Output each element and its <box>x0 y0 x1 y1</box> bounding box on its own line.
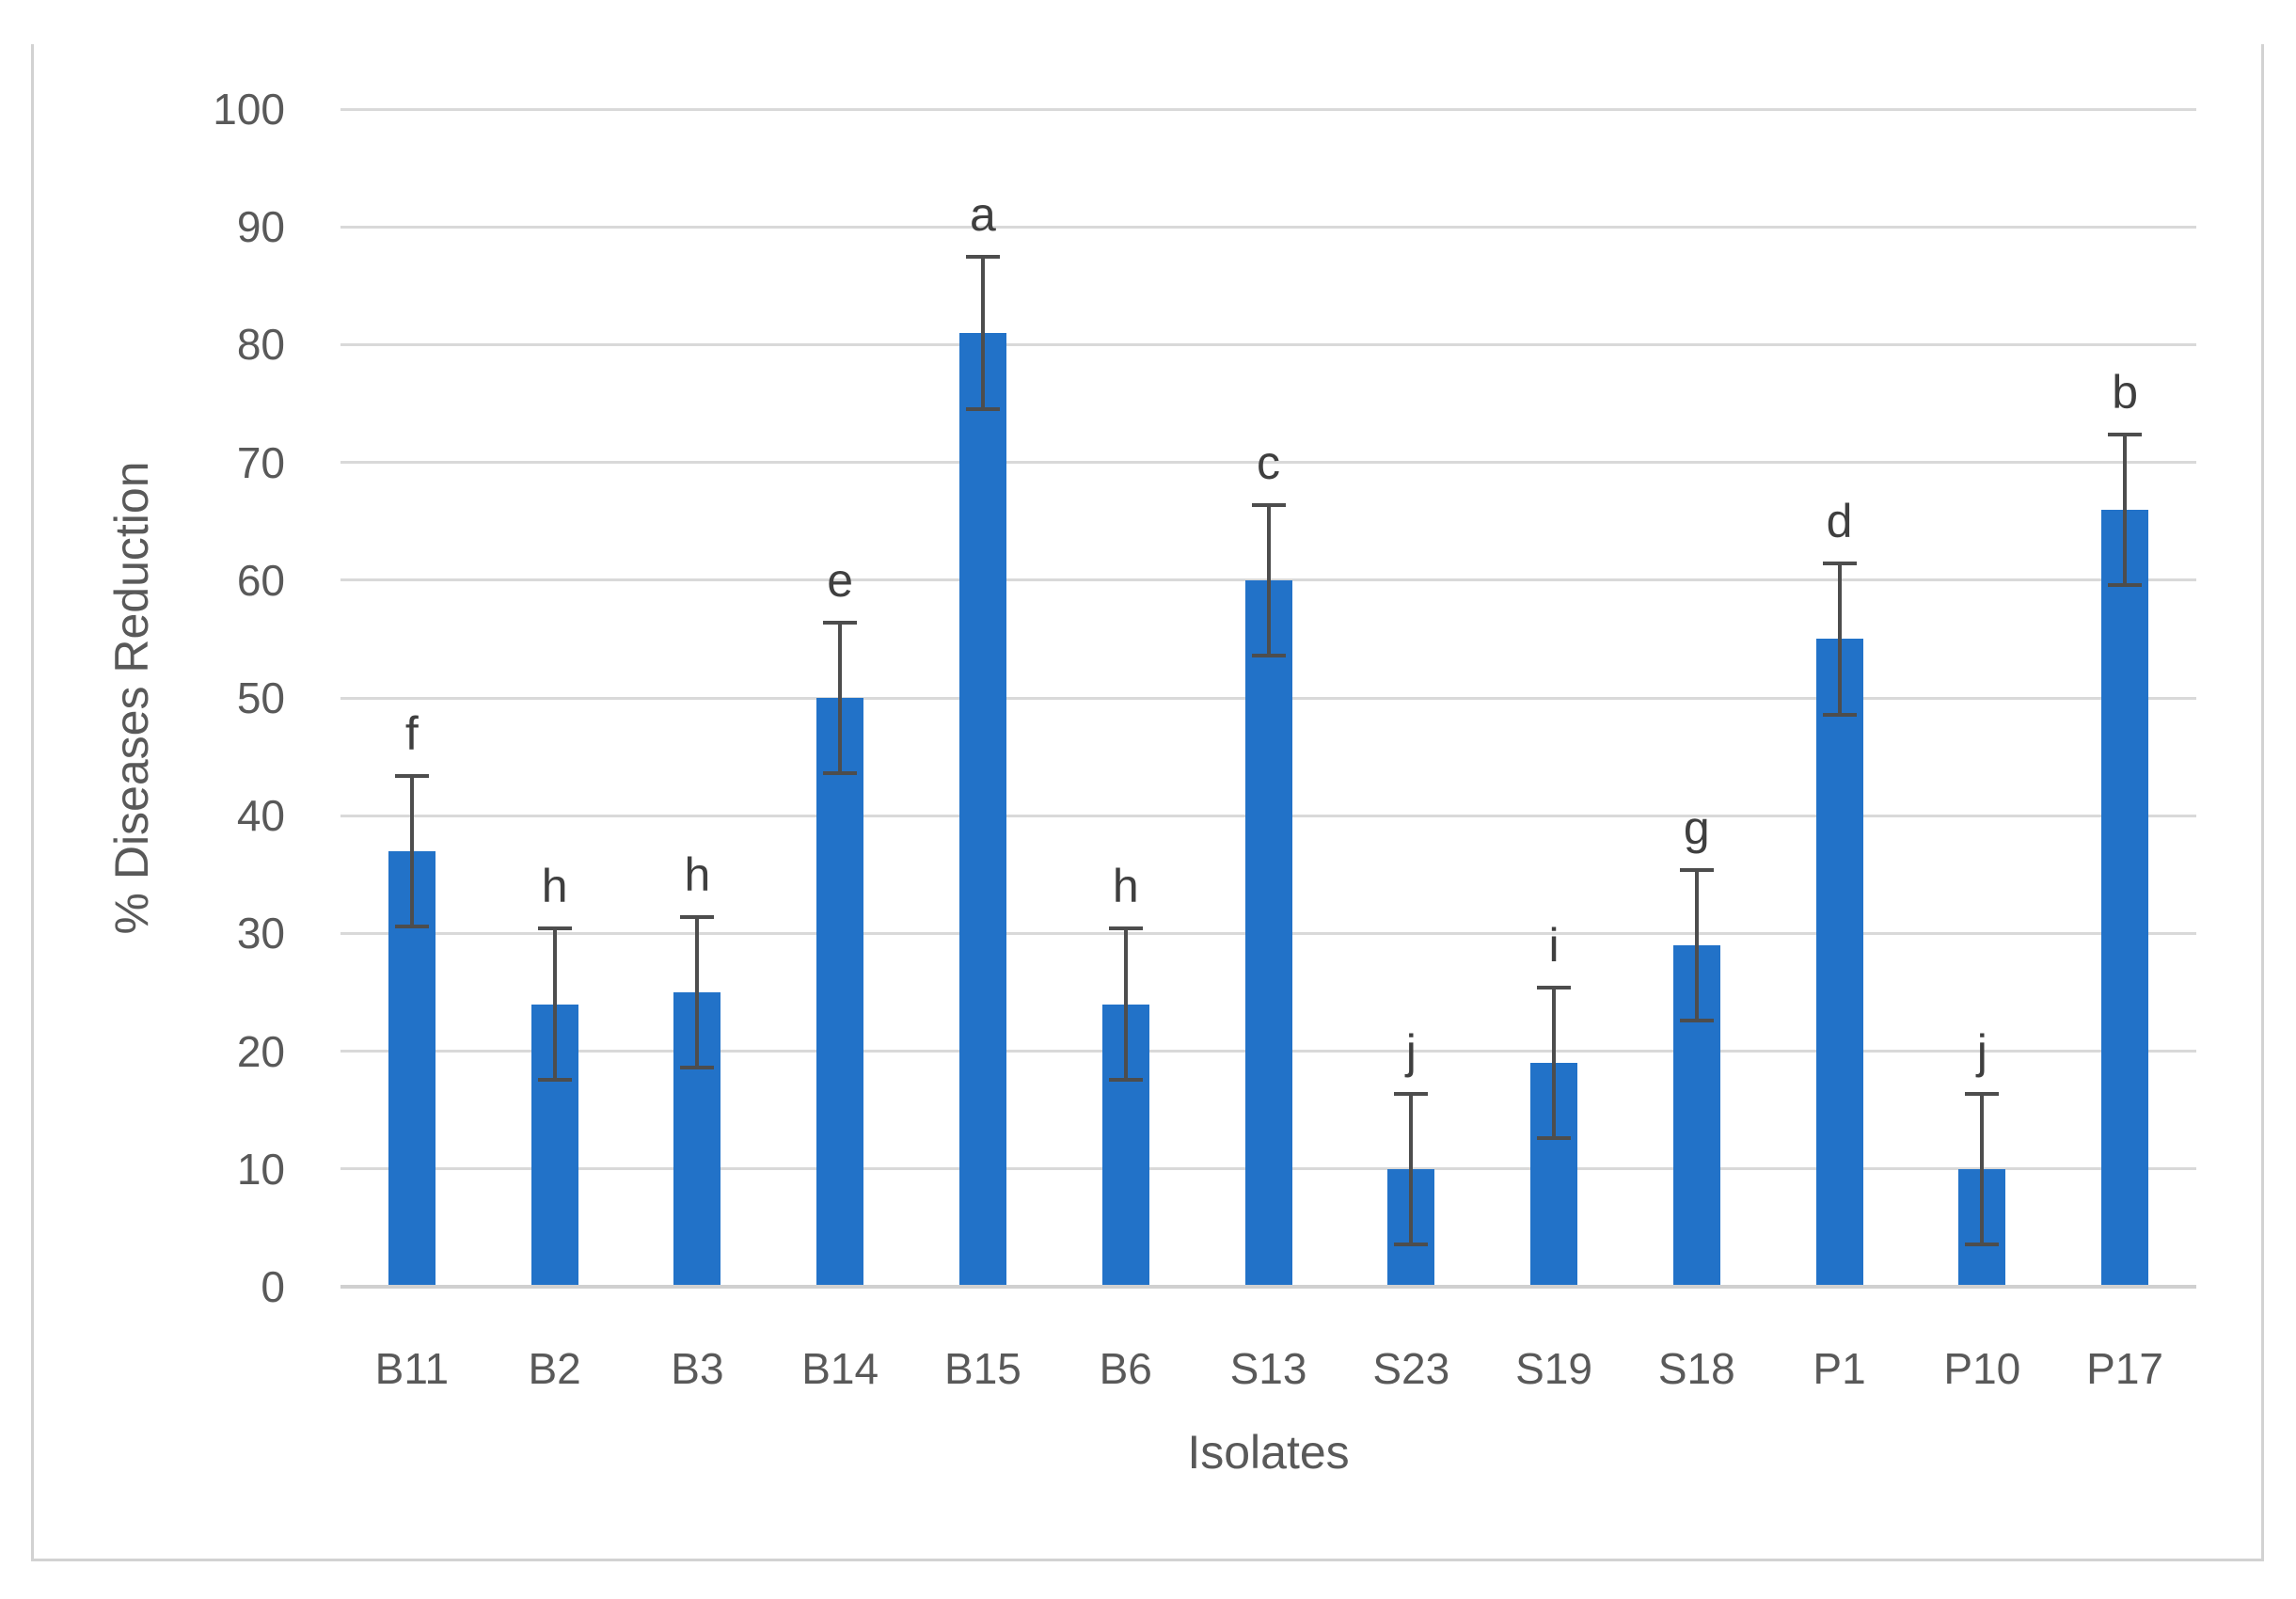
error-bar-top-cap <box>1537 985 1572 989</box>
y-axis-tick-label: 0 <box>261 1262 285 1311</box>
error-bar-bottom-cap <box>394 924 429 928</box>
error-bar <box>1837 563 1842 715</box>
error-bar <box>838 622 843 774</box>
y-axis-tick-label: 70 <box>236 437 285 487</box>
error-bar-top-cap <box>965 254 1000 259</box>
x-axis-tick-label: S19 <box>1515 1344 1592 1393</box>
error-bar-bottom-cap <box>1537 1136 1572 1141</box>
x-axis-tick-label: B15 <box>944 1344 1021 1393</box>
figure-border <box>31 44 2264 1561</box>
error-bar-top-cap <box>1251 502 1286 507</box>
y-axis-tick-label: 30 <box>236 909 285 958</box>
x-axis-tick-label: P10 <box>1943 1344 2021 1393</box>
significance-letter: e <box>827 553 854 607</box>
error-bar <box>695 916 700 1069</box>
error-bar-top-cap <box>2108 432 2143 436</box>
significance-letter: a <box>970 187 996 241</box>
bar <box>2101 509 2149 1287</box>
x-axis-tick-label: P1 <box>1813 1344 1866 1393</box>
significance-letter: b <box>2112 365 2139 419</box>
y-axis-tick-label: 60 <box>236 555 285 605</box>
bar <box>958 332 1006 1287</box>
x-axis-tick-label: B11 <box>374 1344 450 1393</box>
x-axis-tick-label: S18 <box>1657 1344 1735 1393</box>
gridline <box>340 107 2196 111</box>
error-bar-bottom-cap <box>1251 653 1286 657</box>
y-axis-tick-label: 40 <box>236 791 285 841</box>
error-bar-top-cap <box>1394 1091 1429 1096</box>
error-bar-top-cap <box>1679 867 1714 872</box>
error-bar <box>2123 434 2128 585</box>
error-bar <box>552 928 557 1080</box>
error-bar-bottom-cap <box>1965 1242 2000 1246</box>
y-axis-tick-label: 80 <box>236 320 285 370</box>
error-bar-top-cap <box>1108 926 1143 931</box>
error-bar-bottom-cap <box>823 771 858 776</box>
error-bar-bottom-cap <box>1822 712 1857 717</box>
x-axis-tick-label: B3 <box>671 1344 724 1393</box>
x-axis-title: Isolates <box>1187 1426 1350 1479</box>
error-bar-bottom-cap <box>680 1066 715 1070</box>
significance-letter: f <box>404 706 419 760</box>
error-bar-top-cap <box>394 773 429 778</box>
x-axis-tick-label: B6 <box>1099 1344 1152 1393</box>
significance-letter: j <box>1405 1024 1417 1078</box>
error-bar-bottom-cap <box>1679 1019 1714 1023</box>
x-axis-tick-label: S23 <box>1372 1344 1450 1393</box>
error-bar-top-cap <box>537 926 572 931</box>
gridline <box>340 461 2196 465</box>
error-bar <box>1266 504 1271 656</box>
gridline <box>340 342 2196 346</box>
error-bar-bottom-cap <box>965 407 1000 412</box>
bar <box>1244 579 1292 1287</box>
x-axis-tick-label: P17 <box>2086 1344 2164 1393</box>
error-bar-bottom-cap <box>1394 1242 1429 1246</box>
bar <box>816 698 864 1287</box>
x-axis-tick-label: B14 <box>801 1344 879 1393</box>
significance-letter: g <box>1683 800 1710 854</box>
significance-letter: h <box>684 847 711 901</box>
significance-letter: j <box>1976 1024 1987 1078</box>
error-bar <box>1552 987 1557 1139</box>
significance-letter: c <box>1257 435 1280 489</box>
error-bar <box>1123 928 1128 1080</box>
x-axis-line <box>340 1285 2196 1289</box>
error-bar-bottom-cap <box>1108 1077 1143 1082</box>
significance-letter: h <box>1112 860 1139 913</box>
error-bar-bottom-cap <box>2108 582 2143 587</box>
y-axis-tick-label: 50 <box>236 673 285 722</box>
error-bar <box>1409 1093 1414 1244</box>
error-bar <box>1980 1093 1985 1244</box>
error-bar-top-cap <box>680 914 715 919</box>
error-bar-bottom-cap <box>537 1077 572 1082</box>
significance-letter: i <box>1548 918 1560 972</box>
x-axis-tick-label: B2 <box>528 1344 581 1393</box>
error-bar <box>409 775 414 926</box>
y-axis-tick-label: 20 <box>236 1026 285 1076</box>
error-bar <box>1694 869 1699 1021</box>
y-axis-tick-label: 90 <box>236 202 285 252</box>
error-bar-top-cap <box>1965 1091 2000 1096</box>
x-axis-tick-label: S13 <box>1229 1344 1307 1393</box>
bar <box>1815 639 1863 1287</box>
significance-letter: h <box>541 860 568 913</box>
y-axis-tick-label: 100 <box>213 85 285 134</box>
error-bar <box>980 256 985 410</box>
gridline <box>340 225 2196 229</box>
error-bar-top-cap <box>823 620 858 625</box>
y-axis-tick-label: 10 <box>236 1144 285 1194</box>
error-bar-top-cap <box>1822 562 1857 566</box>
significance-letter: d <box>1826 495 1853 548</box>
